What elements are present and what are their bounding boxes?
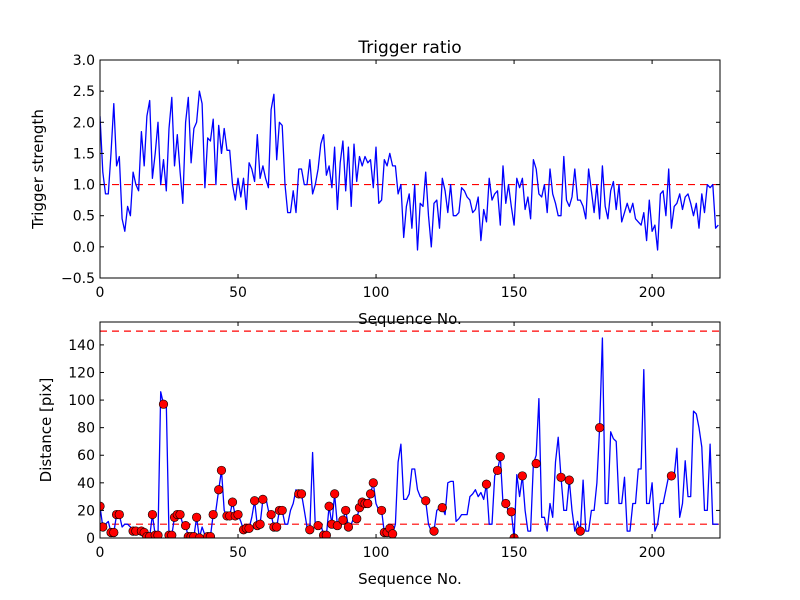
y-tick-label: 0.5	[73, 209, 95, 225]
x-tick-label: 50	[229, 545, 247, 561]
data-point-marker	[100, 522, 108, 532]
data-point-marker	[388, 529, 398, 538]
data-point-marker	[341, 505, 351, 516]
data-point-marker	[365, 489, 376, 499]
data-point-marker	[208, 509, 218, 520]
data-point-marker	[249, 496, 260, 506]
data-point-marker	[564, 475, 574, 485]
data-point-marker	[321, 530, 331, 538]
x-tick-label: 200	[639, 285, 666, 301]
y-tick-label: 20	[77, 503, 95, 519]
data-point-marker	[421, 496, 431, 506]
chart-title: Trigger ratio	[357, 38, 461, 58]
x-axis-label: Sequence No.	[358, 570, 462, 588]
plot-area	[100, 330, 720, 538]
data-point-marker	[363, 498, 373, 509]
data-point-marker	[332, 520, 342, 531]
y-tick-label: −0.5	[61, 271, 95, 287]
data-point-marker	[429, 526, 439, 536]
data-point-marker	[506, 507, 516, 517]
y-tick-label: 1.5	[73, 146, 95, 162]
data-point-marker	[194, 533, 204, 538]
y-tick-label: 100	[68, 393, 95, 409]
y-tick-label: 140	[68, 338, 95, 354]
data-point-marker	[531, 458, 541, 469]
x-tick-label: 200	[639, 545, 666, 561]
y-tick-label: 60	[77, 448, 95, 464]
axes-frame	[99, 321, 721, 539]
y-tick-label: 3.0	[73, 53, 95, 69]
data-point-marker	[167, 530, 177, 538]
data-point-marker	[324, 501, 334, 511]
data-point-marker	[272, 522, 282, 532]
data-point-marker	[216, 465, 227, 476]
data-point-marker	[158, 399, 169, 409]
data-point-marker	[666, 471, 677, 481]
data-point-marker	[153, 530, 163, 538]
y-tick-label: 80	[77, 421, 95, 437]
y-tick-label: 0	[86, 531, 95, 547]
y-tick-label: 1.0	[73, 178, 95, 194]
y-tick-label: 40	[77, 476, 95, 492]
data-point-marker	[205, 532, 216, 538]
data-point-marker	[109, 527, 119, 538]
plot-area	[100, 90, 720, 251]
trigger-ratio-axes: Trigger ratio Sequence No. Trigger stren…	[29, 38, 721, 328]
y-tick-label: 2.5	[73, 84, 95, 100]
data-point-marker	[330, 489, 340, 499]
data-point-marker	[175, 509, 185, 520]
data-point-marker	[575, 526, 585, 536]
data-point-marker	[114, 509, 124, 520]
data-point-marker	[277, 505, 287, 516]
x-tick-label: 150	[501, 285, 528, 301]
data-point-marker	[338, 515, 348, 525]
series-line	[100, 90, 719, 251]
data-point-marker	[556, 472, 566, 482]
data-point-marker	[492, 465, 503, 476]
data-point-marker	[233, 509, 243, 520]
data-point-marker	[214, 485, 224, 495]
data-point-marker	[266, 509, 276, 520]
data-point-marker	[244, 523, 254, 533]
x-tick-label: 100	[363, 545, 390, 561]
x-tick-label: 150	[501, 545, 528, 561]
y-axis-label: Distance [pix]	[37, 378, 55, 483]
data-point-marker	[255, 519, 265, 529]
x-tick-label: 100	[363, 285, 390, 301]
distance-axes: Sequence No. Distance [pix] 0 50 100 150 200…	[37, 321, 721, 588]
data-point-marker	[180, 520, 191, 531]
x-axis-label: Sequence No.	[358, 310, 462, 328]
series-line	[100, 337, 719, 538]
data-point-marker	[343, 522, 354, 532]
data-point-marker	[147, 509, 158, 520]
x-tick-label: 0	[96, 285, 105, 301]
y-tick-label: 2.0	[73, 115, 95, 131]
data-point-marker	[313, 520, 323, 531]
data-point-marker	[258, 494, 268, 504]
data-point-marker	[305, 525, 315, 535]
data-point-marker	[352, 514, 362, 524]
data-point-marker	[481, 479, 492, 489]
data-point-marker	[495, 452, 505, 462]
axes-frame	[99, 59, 721, 279]
data-point-marker	[376, 505, 387, 516]
y-tick-label: 120	[68, 365, 95, 381]
y-tick-label: 0.0	[73, 240, 95, 256]
data-point-marker	[100, 501, 105, 511]
y-axis-label: Trigger strength	[29, 109, 47, 230]
data-point-marker	[517, 471, 527, 481]
data-point-marker	[368, 478, 378, 488]
data-point-marker	[437, 503, 447, 513]
data-point-marker	[595, 423, 605, 433]
x-tick-label: 0	[96, 545, 105, 561]
x-tick-label: 50	[229, 285, 247, 301]
data-point-marker	[227, 497, 238, 507]
data-point-marker	[501, 498, 511, 509]
data-point-marker	[192, 512, 202, 522]
data-point-marker	[296, 489, 307, 499]
